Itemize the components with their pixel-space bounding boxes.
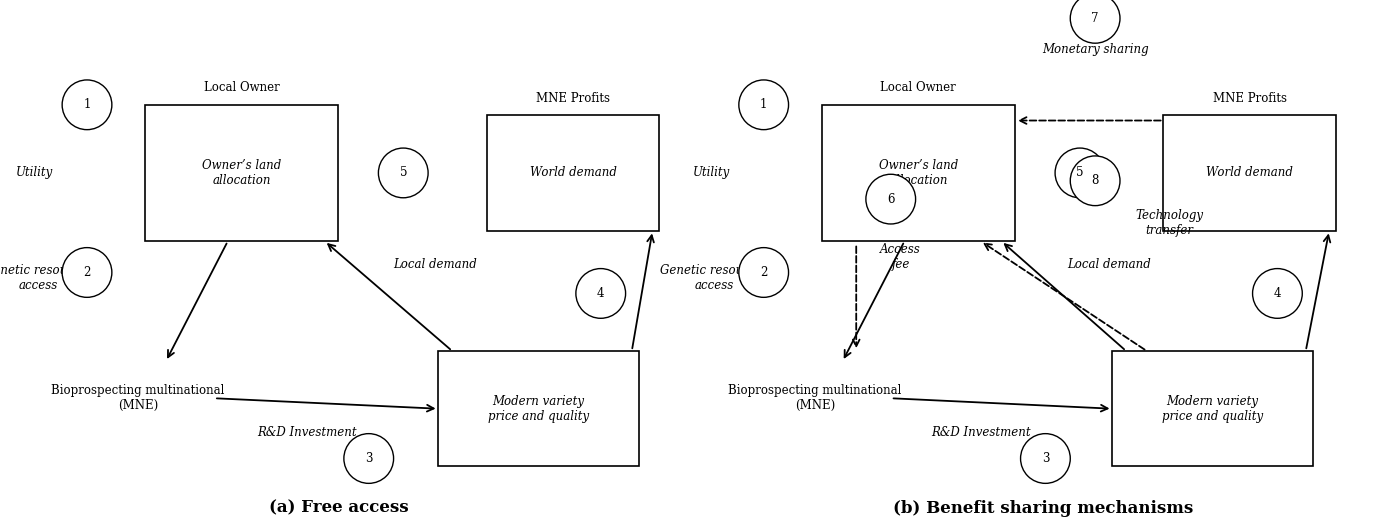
Ellipse shape	[1055, 148, 1105, 198]
Text: 1: 1	[83, 99, 91, 111]
Text: Access
fee: Access fee	[880, 243, 921, 271]
Ellipse shape	[62, 80, 112, 129]
Text: Genetic resources
access: Genetic resources access	[660, 264, 768, 292]
FancyBboxPatch shape	[486, 115, 660, 231]
Text: 7: 7	[1091, 12, 1099, 25]
Text: Local demand: Local demand	[1068, 258, 1152, 271]
Text: Technology
transfer: Technology transfer	[1135, 209, 1203, 237]
Text: Modern variety
price and quality: Modern variety price and quality	[1161, 395, 1264, 423]
Text: Local demand: Local demand	[394, 258, 478, 271]
Text: (a) Free access: (a) Free access	[268, 500, 409, 517]
Text: 4: 4	[597, 287, 605, 300]
Text: 4: 4	[1273, 287, 1282, 300]
Ellipse shape	[378, 148, 428, 198]
Text: 2: 2	[83, 266, 91, 279]
Text: Bioprospecting multinational
(MNE): Bioprospecting multinational (MNE)	[51, 384, 225, 412]
Text: Utility: Utility	[17, 167, 52, 179]
Ellipse shape	[1253, 269, 1302, 318]
Text: Modern variety
price and quality: Modern variety price and quality	[487, 395, 590, 423]
Text: R&D Investment: R&D Investment	[931, 426, 1030, 439]
Ellipse shape	[344, 434, 394, 483]
Text: 5: 5	[399, 167, 407, 179]
Text: (b) Benefit sharing mechanisms: (b) Benefit sharing mechanisms	[892, 500, 1193, 517]
Ellipse shape	[62, 248, 112, 297]
Ellipse shape	[739, 248, 789, 297]
Ellipse shape	[1021, 434, 1070, 483]
FancyBboxPatch shape	[1163, 115, 1337, 231]
Text: Utility: Utility	[693, 167, 729, 179]
Ellipse shape	[576, 269, 626, 318]
Ellipse shape	[866, 174, 916, 224]
Text: R&D Investment: R&D Investment	[257, 426, 356, 439]
Text: MNE Profits: MNE Profits	[1213, 92, 1287, 105]
Text: Bioprospecting multinational
(MNE): Bioprospecting multinational (MNE)	[728, 384, 902, 412]
FancyBboxPatch shape	[1113, 351, 1312, 466]
Text: MNE Profits: MNE Profits	[536, 92, 610, 105]
Text: Owner’s land
allocation: Owner’s land allocation	[202, 159, 282, 187]
Text: Owner’s land
allocation: Owner’s land allocation	[878, 159, 958, 187]
Text: 8: 8	[1091, 174, 1099, 187]
Ellipse shape	[739, 80, 789, 129]
Text: 6: 6	[887, 193, 895, 205]
Ellipse shape	[1070, 156, 1120, 205]
Ellipse shape	[1070, 0, 1120, 43]
Text: World demand: World demand	[1207, 167, 1293, 179]
Text: Genetic resources
access: Genetic resources access	[0, 264, 93, 292]
Text: Local Owner: Local Owner	[881, 81, 956, 94]
Text: 1: 1	[760, 99, 768, 111]
Text: World demand: World demand	[530, 167, 616, 179]
Text: 3: 3	[1041, 452, 1050, 465]
Text: Monetary sharing: Monetary sharing	[1041, 43, 1149, 56]
FancyBboxPatch shape	[145, 105, 338, 241]
Text: 3: 3	[365, 452, 373, 465]
FancyBboxPatch shape	[439, 351, 638, 466]
Text: 2: 2	[760, 266, 768, 279]
Text: 5: 5	[1076, 167, 1084, 179]
Text: Local Owner: Local Owner	[204, 81, 279, 94]
FancyBboxPatch shape	[822, 105, 1015, 241]
